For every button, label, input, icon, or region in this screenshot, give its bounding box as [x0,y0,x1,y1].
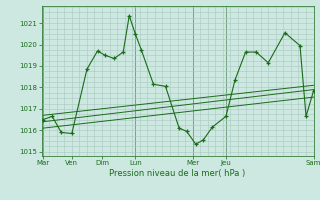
X-axis label: Pression niveau de la mer( hPa ): Pression niveau de la mer( hPa ) [109,169,246,178]
